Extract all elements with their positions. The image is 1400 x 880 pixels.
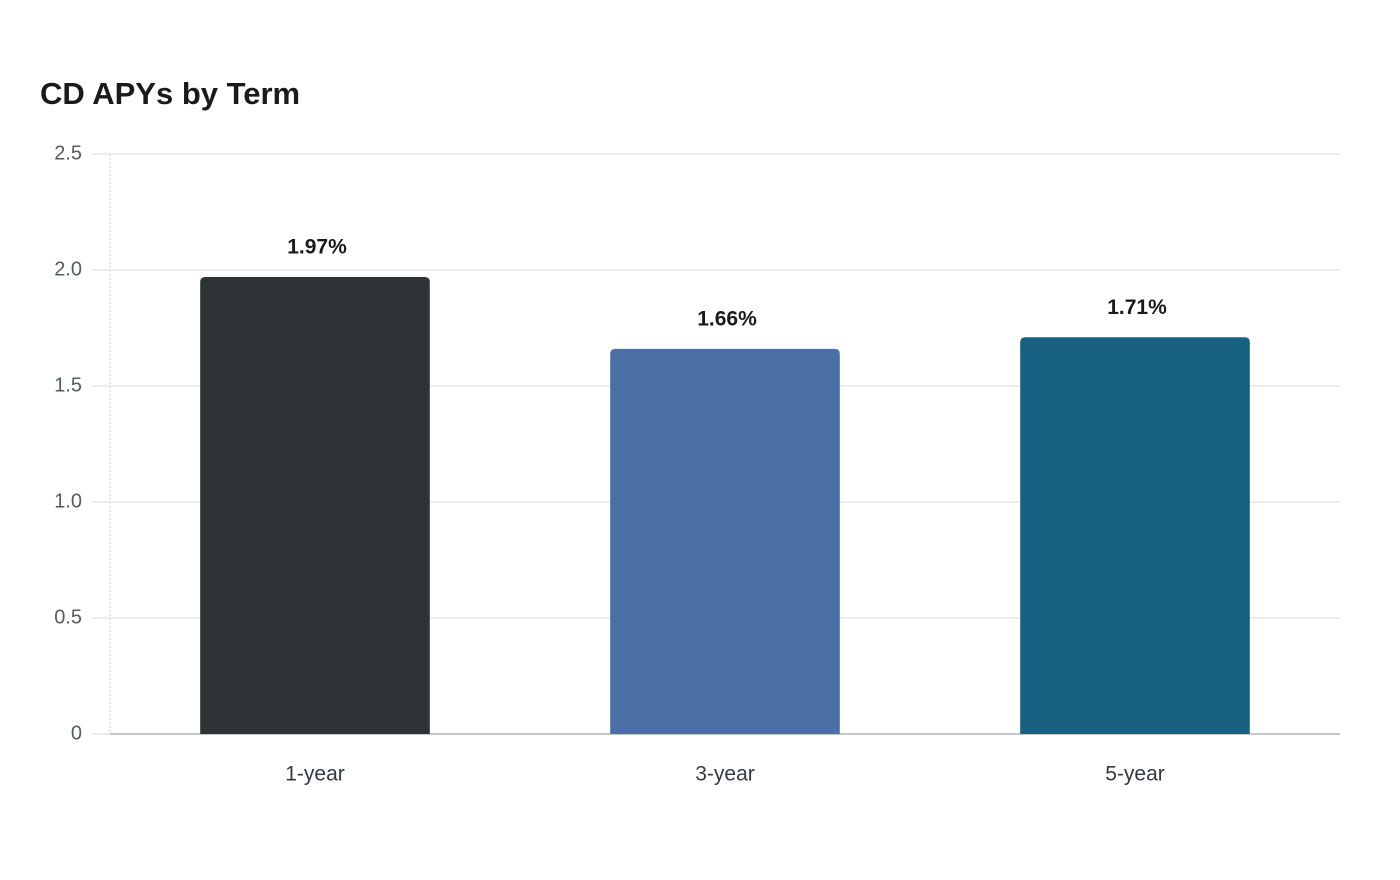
x-tick-label: 1-year [285,763,345,786]
bar [1020,337,1250,734]
y-tick-label: 2.5 [54,142,82,164]
x-tick-label: 3-year [695,763,755,786]
y-tick-label: 1.0 [54,490,82,512]
value-label: 1.97% [287,236,347,259]
y-tick-label: 0.5 [54,606,82,628]
y-tick-label: 0 [71,722,82,744]
value-label: 1.71% [1107,296,1167,319]
y-tick-label: 1.5 [54,374,82,396]
bar [200,276,430,734]
chart-title: CD APYs by Term [40,76,300,111]
x-tick-label: 5-year [1105,763,1165,786]
bar [610,348,840,734]
value-label: 1.66% [697,307,757,330]
y-tick-label: 2.0 [54,258,82,280]
